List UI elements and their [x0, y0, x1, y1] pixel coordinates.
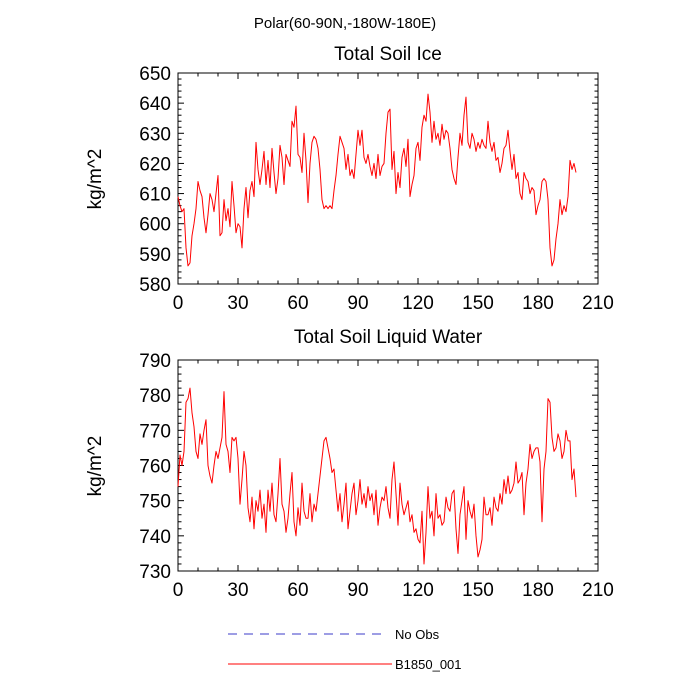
x-tick-label: 90	[347, 580, 368, 601]
series-line-b1850-001	[177, 93, 577, 267]
chart-title: Total Soil Ice	[334, 44, 442, 65]
y-tick-label: 620	[139, 154, 171, 175]
y-tick-label: 600	[139, 215, 171, 236]
figure-title: Polar(60-90N,-180W-180E)	[254, 15, 436, 32]
y-axis-label: kg/m^2	[85, 436, 106, 497]
x-tick-label: 60	[287, 293, 308, 314]
y-tick-label: 610	[139, 185, 171, 206]
x-tick-label: 210	[582, 580, 614, 601]
y-tick-label: 770	[139, 421, 171, 442]
x-tick-label: 180	[522, 580, 554, 601]
y-tick-label: 790	[139, 351, 171, 372]
x-tick-label: 150	[462, 293, 494, 314]
x-tick-label: 0	[173, 293, 184, 314]
legend: No Obs B1850_001	[228, 627, 462, 672]
chart-title: Total Soil Liquid Water	[294, 327, 483, 348]
panel-total-soil-liquid-water: Total Soil Liquid Water kg/m^2 0 30 60 90 12…	[85, 327, 614, 601]
y-tick-label: 630	[139, 124, 171, 145]
x-tick-label: 150	[462, 580, 494, 601]
x-tick-label: 120	[402, 580, 434, 601]
y-tick-label: 740	[139, 527, 171, 548]
y-tick-label: 780	[139, 386, 171, 407]
y-tick-label: 580	[139, 275, 171, 296]
legend-label-no-obs: No Obs	[395, 627, 440, 642]
x-tick-label: 180	[522, 293, 554, 314]
y-tick-label: 590	[139, 245, 171, 266]
y-tick-label: 650	[139, 64, 171, 85]
x-tick-label: 90	[347, 293, 368, 314]
panel-total-soil-ice: Total Soil Ice kg/m^2 0 30 60 90 120 150 180 21…	[85, 44, 614, 314]
series-line-b1850-001	[177, 387, 577, 565]
x-tick-label: 60	[287, 580, 308, 601]
y-tick-label: 730	[139, 562, 171, 583]
x-tick-label: 30	[227, 293, 248, 314]
y-axis-label: kg/m^2	[85, 149, 106, 210]
y-tick-label: 640	[139, 94, 171, 115]
x-tick-label: 0	[173, 580, 184, 601]
x-tick-label: 120	[402, 293, 434, 314]
y-tick-label: 750	[139, 492, 171, 513]
y-tick-label: 760	[139, 457, 171, 478]
x-tick-label: 30	[227, 580, 248, 601]
plot-frame	[177, 359, 599, 572]
x-tick-label: 210	[582, 293, 614, 314]
plot-frame	[177, 72, 599, 285]
legend-label-b1850: B1850_001	[395, 657, 462, 672]
